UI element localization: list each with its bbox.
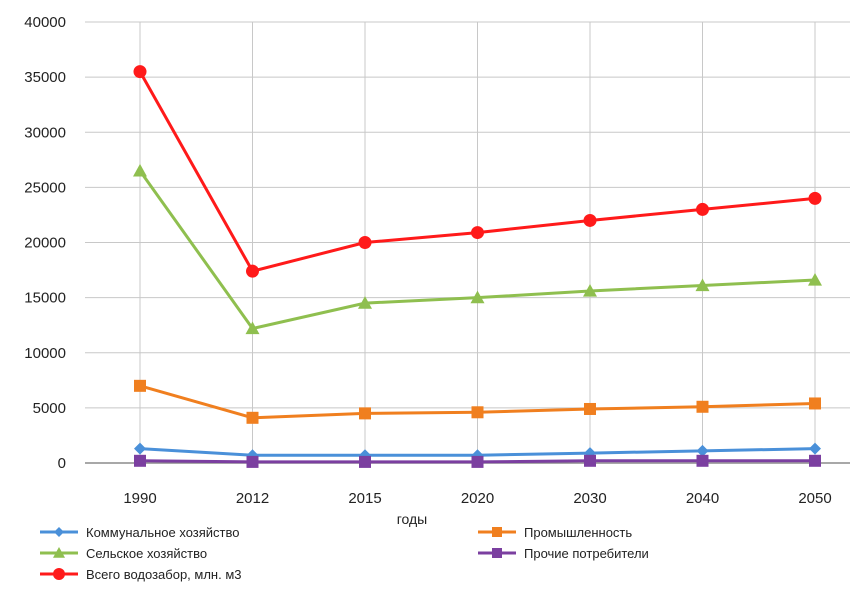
grid: [85, 21, 850, 464]
y-tick-label: 15000: [24, 290, 66, 307]
legend-marker: [54, 527, 64, 537]
legend-label: Промышленность: [524, 525, 632, 540]
data-point: [471, 226, 484, 240]
data-point: [809, 442, 821, 455]
data-point: [134, 454, 146, 467]
legend-item: Сельское хозяйство: [40, 546, 207, 561]
legend-label: Коммунальное хозяйство: [86, 525, 240, 540]
data-point: [470, 290, 485, 304]
data-point: [246, 455, 259, 468]
y-tick-label: 0: [58, 455, 66, 472]
x-tick-label: 2015: [348, 490, 381, 507]
legend-marker: [53, 547, 65, 558]
y-tick-label: 20000: [24, 235, 66, 252]
legend-item: Промышленность: [478, 525, 632, 540]
data-point: [359, 407, 371, 420]
data-point: [808, 272, 822, 286]
data-point: [583, 213, 597, 227]
data-point: [471, 455, 484, 468]
data-point: [696, 444, 709, 457]
data-point: [809, 454, 821, 467]
legend-marker: [492, 548, 502, 558]
data-point: [808, 191, 822, 205]
data-point: [358, 296, 372, 309]
legend-label: Прочие потребители: [524, 546, 649, 561]
legend-item: Прочие потребители: [478, 546, 649, 561]
x-tick-label: 2020: [461, 490, 494, 507]
series-layer: [133, 65, 822, 468]
legend-item: Коммунальное хозяйство: [40, 525, 240, 540]
legend-item: Всего водозабор, млн. м3: [40, 567, 242, 582]
series-3: [134, 379, 821, 424]
data-point: [696, 400, 709, 413]
data-point: [583, 284, 597, 297]
x-axis-ticks: 1990 2012 2015 2020 2030 2040 2050: [123, 490, 831, 507]
legend-label: Сельское хозяйство: [86, 546, 207, 561]
y-tick-label: 25000: [24, 179, 66, 196]
y-tick-label: 5000: [33, 400, 66, 417]
data-point: [359, 455, 371, 468]
y-tick-label: 35000: [24, 69, 66, 86]
data-point: [246, 411, 259, 424]
x-tick-label: 2040: [686, 490, 719, 507]
data-point: [696, 454, 709, 467]
data-point: [134, 442, 146, 455]
x-tick-label: 2012: [236, 490, 269, 507]
data-point: [133, 163, 147, 177]
series-1: [133, 163, 822, 335]
y-tick-label: 10000: [24, 345, 66, 362]
data-point: [696, 202, 709, 216]
x-tick-label: 1990: [123, 490, 156, 507]
series-4: [134, 454, 821, 468]
legend: Коммунальное хозяйство Сельское хозяйство…: [40, 525, 649, 582]
data-point: [246, 264, 259, 278]
x-tick-label: 2050: [798, 490, 831, 507]
y-tick-label: 40000: [24, 14, 66, 31]
data-point: [358, 236, 372, 249]
data-point: [134, 379, 146, 392]
data-point: [245, 321, 260, 335]
data-point: [471, 406, 484, 419]
legend-label: Всего водозабор, млн. м3: [86, 567, 242, 582]
y-tick-label: 30000: [24, 124, 66, 141]
x-axis-title: годы: [397, 511, 428, 527]
data-point: [809, 397, 821, 410]
data-point: [584, 402, 596, 415]
y-axis-ticks: 0 5000 10000 15000 20000 25000 30000 35000 40000: [24, 14, 66, 472]
legend-marker: [53, 568, 65, 580]
x-tick-label: 2030: [573, 490, 606, 507]
data-point: [584, 454, 596, 467]
legend-marker: [492, 527, 502, 537]
data-point: [133, 65, 147, 79]
data-point: [695, 278, 710, 292]
series-2: [133, 65, 822, 278]
